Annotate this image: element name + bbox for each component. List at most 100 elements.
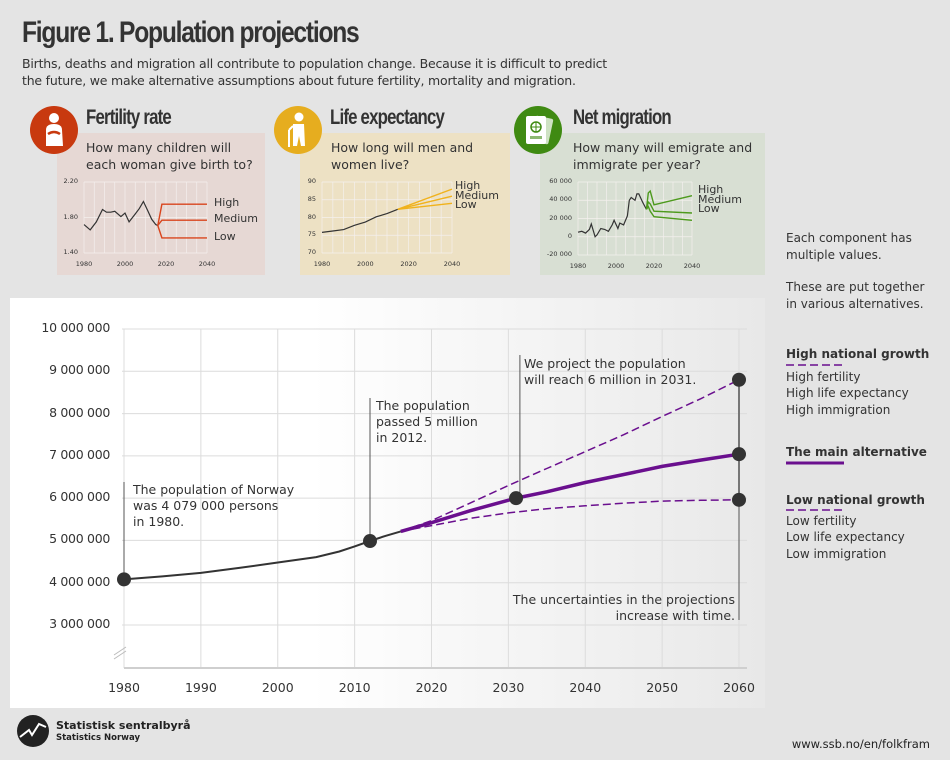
question-line: How long will men and bbox=[331, 140, 474, 155]
mini-y-tick-label: 0 bbox=[567, 231, 572, 240]
panel-question: How long will men and women live? bbox=[331, 139, 473, 173]
mini-y-tick-label: 70 bbox=[307, 248, 316, 256]
mini-series-label: Low bbox=[698, 202, 720, 215]
mini-series-label: Medium bbox=[214, 212, 258, 226]
intro-text: Each component has multiple values. bbox=[786, 230, 912, 263]
y-tick-label: 4 000 000 bbox=[49, 573, 110, 589]
x-tick-label: 2050 bbox=[646, 680, 679, 695]
legend-low-title: Low national growth bbox=[786, 493, 925, 507]
annotation-line: increase with time. bbox=[615, 608, 735, 623]
mini-series-label: Medium bbox=[698, 193, 742, 206]
mini-y-tick-label: 20 000 bbox=[549, 213, 572, 222]
mini-x-tick-label: 2000 bbox=[357, 260, 374, 268]
mini-projection-medium bbox=[397, 195, 453, 210]
series-line-the-main-alternative bbox=[400, 452, 740, 534]
x-tick-label: 2020 bbox=[415, 680, 448, 695]
annotation-line: We project the population bbox=[524, 356, 686, 371]
mini-series-label: High bbox=[698, 183, 724, 196]
annotation-line: passed 5 million bbox=[376, 414, 478, 429]
data-point-marker bbox=[732, 447, 746, 462]
mini-history-line bbox=[321, 208, 399, 233]
data-point-marker bbox=[363, 534, 377, 549]
annotation-2060: The uncertainties in the projections incr… bbox=[480, 592, 735, 624]
mini-projection-low bbox=[645, 205, 693, 221]
y-tick-label: 7 000 000 bbox=[49, 446, 110, 462]
panel-question: How many children will each woman give bi… bbox=[86, 139, 253, 173]
org-name-en: Statistics Norway bbox=[56, 733, 141, 743]
mini-projection-medium bbox=[645, 200, 693, 214]
mini-projection-low bbox=[397, 202, 453, 210]
subtitle-line: the future, we make alternative assumpti… bbox=[22, 73, 576, 88]
question-line: immigrate per year? bbox=[573, 157, 701, 172]
dashed-line-swatch bbox=[786, 508, 844, 511]
x-tick-label: 1990 bbox=[184, 680, 217, 695]
mini-x-tick-label: 2040 bbox=[683, 262, 701, 270]
mini-x-tick-label: 2040 bbox=[198, 260, 216, 268]
question-line: women live? bbox=[331, 157, 410, 172]
mini-y-tick-label: -20 000 bbox=[546, 250, 572, 258]
legend-item: High immigration bbox=[786, 402, 891, 417]
passport-icon bbox=[514, 106, 562, 154]
annotation-line: in 1980. bbox=[133, 514, 185, 529]
mini-y-tick-label: 1.80 bbox=[63, 212, 78, 221]
panel-question: How many will emigrate and immigrate per … bbox=[573, 139, 752, 173]
y-tick-label: 10 000 000 bbox=[41, 320, 110, 335]
mini-x-tick-label: 2000 bbox=[116, 260, 134, 268]
text-line: multiple values. bbox=[786, 247, 882, 262]
legend-high-title: High national growth bbox=[786, 347, 930, 361]
mini-x-tick-label: 2020 bbox=[400, 260, 417, 268]
annotation-line: The population bbox=[376, 398, 470, 413]
panel-title: Life expectancy bbox=[330, 106, 445, 129]
y-tick-label: 6 000 000 bbox=[49, 489, 110, 505]
mini-projection-high bbox=[157, 203, 207, 226]
mini-y-tick-label: 2.20 bbox=[63, 177, 78, 185]
data-point-marker bbox=[117, 572, 131, 587]
legend-item: Low fertility bbox=[786, 513, 857, 528]
series-line-high-national-growth bbox=[400, 379, 740, 533]
mini-x-tick-label: 2000 bbox=[607, 262, 625, 270]
org-name: Statistisk sentralbyrå bbox=[56, 719, 191, 732]
mini-y-tick-label: 60 000 bbox=[549, 177, 572, 185]
data-point-marker bbox=[732, 372, 746, 387]
mini-x-tick-label: 2040 bbox=[443, 260, 461, 268]
intro-text: These are put together in various alterna… bbox=[786, 279, 924, 312]
page-title: Figure 1. Population projections bbox=[22, 16, 360, 49]
mini-x-tick-label: 2020 bbox=[157, 260, 175, 268]
mini-history-line bbox=[83, 200, 159, 231]
subtitle-line: Births, deaths and migration all contrib… bbox=[22, 56, 607, 71]
mini-projection-medium bbox=[157, 219, 207, 226]
fertility-panel bbox=[57, 133, 265, 275]
annotation-2031: We project the population will reach 6 mi… bbox=[524, 356, 696, 388]
mini-x-tick-label: 1980 bbox=[313, 260, 331, 268]
legend-item: Low life expectancy bbox=[786, 530, 905, 544]
x-tick-label: 2030 bbox=[492, 680, 525, 695]
y-tick-label: 8 000 000 bbox=[49, 404, 110, 420]
mini-x-tick-label: 1980 bbox=[75, 260, 93, 268]
mini-x-tick-label: 1980 bbox=[569, 262, 587, 270]
mini-y-tick-label: 85 bbox=[307, 194, 316, 203]
legend-low: Low national growth Low fertility Low li… bbox=[786, 492, 925, 562]
y-tick-label: 3 000 000 bbox=[49, 616, 110, 631]
annotation-line: The population of Norway bbox=[133, 482, 295, 497]
x-tick-label: 2040 bbox=[569, 680, 602, 695]
axis-break-mark bbox=[113, 650, 127, 660]
legend-item: High fertility bbox=[786, 369, 861, 384]
legend-main: The main alternative bbox=[786, 444, 927, 467]
mini-projection-low bbox=[157, 225, 207, 239]
mini-x-tick-label: 2020 bbox=[645, 262, 663, 270]
mini-series-label: Low bbox=[214, 229, 236, 243]
annotation-line: will reach 6 million in 2031. bbox=[524, 372, 697, 387]
text-line: Each component has bbox=[786, 231, 912, 245]
text-line: in various alternatives. bbox=[786, 296, 924, 311]
source-url[interactable]: www.ssb.no/en/folkfram bbox=[791, 737, 930, 751]
dashed-line-swatch bbox=[786, 363, 844, 366]
x-tick-label: 1980 bbox=[108, 680, 140, 695]
question-line: each woman give birth to? bbox=[86, 157, 253, 172]
mini-y-tick-label: 90 bbox=[307, 177, 316, 185]
data-point-marker bbox=[732, 492, 746, 507]
question-line: How many children will bbox=[86, 140, 232, 155]
legend-high: High national growth High fertility High… bbox=[786, 346, 929, 418]
axis-break-mark bbox=[113, 646, 127, 656]
mini-series-label: High bbox=[455, 179, 481, 192]
